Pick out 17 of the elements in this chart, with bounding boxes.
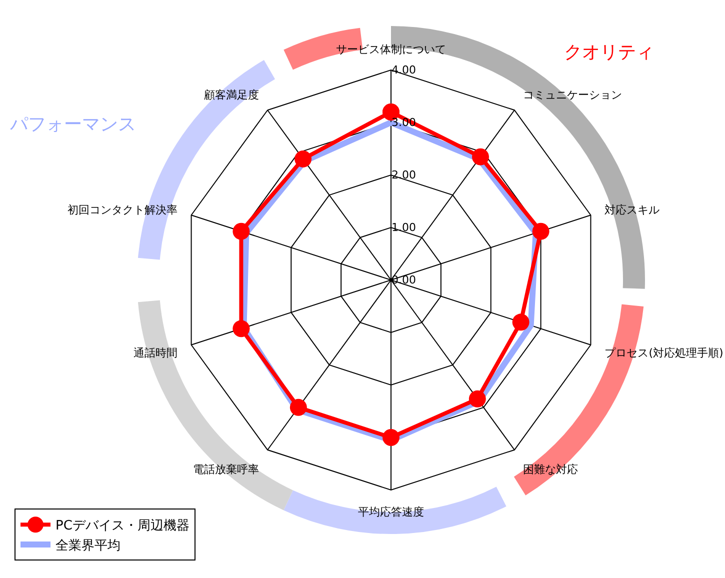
spoke-label: サービス体制について [336, 43, 446, 56]
spoke-label: 困難な対応 [523, 462, 578, 476]
spoke-label: プロセス(対応処理手順) [604, 346, 724, 360]
spoke-label: 顧客満足度 [204, 88, 259, 102]
spoke-label: 平均応答速度 [358, 506, 424, 519]
spoke-label: 初回コンタクト解決率 [67, 204, 178, 217]
y-tick-label: 2.00 [392, 168, 416, 182]
text: クオリティ [564, 42, 654, 63]
text: パフォーマンス [9, 114, 136, 135]
legend-label: 全業界平均 [56, 538, 120, 554]
spoke-label: コミュニケーション [523, 88, 622, 102]
spoke-label: 通話時間 [133, 346, 178, 360]
y-tick-label: 4.00 [392, 64, 416, 77]
y-tick-label: 1.00 [392, 221, 416, 234]
spoke-label: 電話放棄呼率 [192, 462, 259, 476]
spoke-label: 対応スキル [604, 204, 660, 217]
legend-label: PCデバイス・周辺機器 [56, 518, 190, 534]
